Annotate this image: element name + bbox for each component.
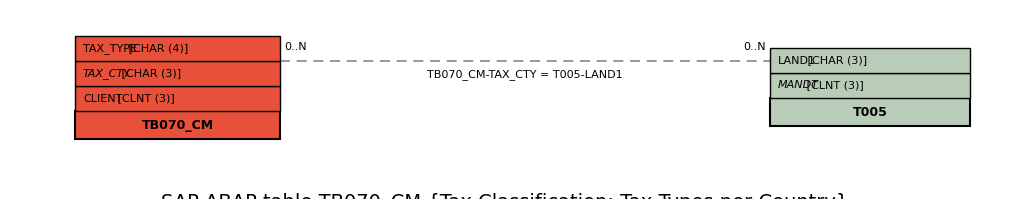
Text: 0..N: 0..N (284, 42, 307, 52)
Bar (75, 61, 281, 86)
Text: 0..N: 0..N (744, 42, 766, 52)
Text: MANDT: MANDT (778, 81, 819, 91)
Bar (770, 48, 970, 73)
Text: [CHAR (3)]: [CHAR (3)] (804, 56, 867, 65)
Text: T005: T005 (853, 105, 888, 118)
Text: [CHAR (3)]: [CHAR (3)] (118, 68, 182, 78)
Text: LAND1: LAND1 (778, 56, 816, 65)
Text: TAX_TYPE: TAX_TYPE (83, 43, 137, 54)
Text: [CLNT (3)]: [CLNT (3)] (114, 94, 175, 103)
Bar (770, 98, 970, 126)
Text: [CHAR (4)]: [CHAR (4)] (124, 44, 188, 54)
Text: CLIENT: CLIENT (83, 94, 122, 103)
Text: [CLNT (3)]: [CLNT (3)] (803, 81, 864, 91)
Text: TAX_CTY: TAX_CTY (83, 68, 131, 79)
Text: SAP ABAP table TB070_CM {Tax Classification: Tax Types per Country}: SAP ABAP table TB070_CM {Tax Classificat… (160, 193, 849, 199)
Bar (75, 86, 281, 111)
Text: TB070_CM-TAX_CTY = T005-LAND1: TB070_CM-TAX_CTY = T005-LAND1 (427, 69, 623, 80)
Bar (770, 73, 970, 98)
Bar (75, 36, 281, 61)
Text: TB070_CM: TB070_CM (141, 118, 214, 132)
Bar (75, 111, 281, 139)
